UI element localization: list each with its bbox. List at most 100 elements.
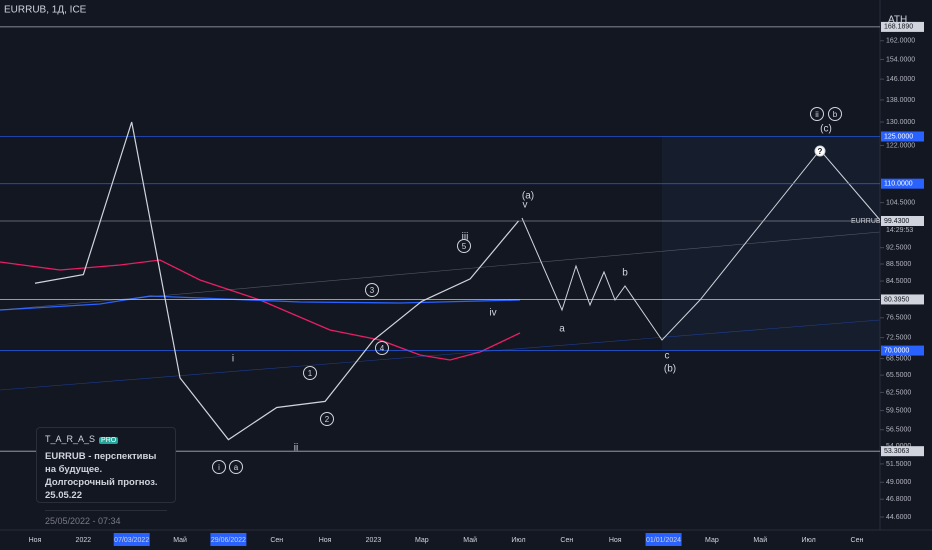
wave-label: 3: [370, 286, 375, 295]
idea-date: 25/05/2022 - 07:34: [45, 510, 167, 526]
wave-label: 1: [308, 369, 313, 378]
x-tick-highlight: [210, 533, 247, 546]
x-tick-label: Мар: [415, 537, 429, 544]
wave-label: c: [665, 351, 670, 362]
wave-circle: [320, 412, 334, 426]
y-tick-label: 62.5000: [886, 389, 911, 396]
projection-path: [521, 149, 881, 341]
y-tick-label: 56.5000: [886, 427, 911, 434]
wave-circle: [365, 283, 379, 297]
wave-label: v: [523, 200, 528, 211]
x-tick-label: 01/01/2024: [646, 537, 681, 544]
wave-label: b: [622, 268, 628, 279]
x-tick-label: Сен: [560, 537, 573, 544]
wave-label: 4: [380, 344, 385, 353]
wave-label: iv: [489, 308, 496, 319]
level-tag: [881, 131, 924, 142]
wave-label: ii: [815, 110, 819, 119]
trend-line: [0, 319, 881, 391]
level-label: 80.3950: [884, 296, 909, 303]
trend-line: [0, 231, 881, 311]
wave-label: (a): [522, 191, 534, 202]
price-line: [34, 121, 519, 441]
symbol-title: EURRUB, 1Д, ICE: [4, 5, 87, 16]
y-tick-label: 104.5000: [886, 199, 915, 206]
ma-blue: [0, 295, 521, 311]
x-tick-label: Сен: [270, 537, 283, 544]
y-tick-label: 88.5000: [886, 261, 911, 268]
y-tick-label: 59.5000: [886, 407, 911, 414]
wave-label: i: [232, 354, 234, 365]
y-tick-label: 84.5000: [886, 278, 911, 285]
y-tick-label: 154.0000: [886, 56, 915, 63]
y-tick-label: 146.0000: [886, 76, 915, 83]
wave-label: b: [833, 110, 838, 119]
idea-title: EURRUB - перспективы на будущее. Долгоср…: [45, 451, 158, 501]
author-name: T_A_R_A_S: [45, 434, 96, 444]
x-tick-label: Май: [463, 536, 477, 544]
ath-label: ATH: [888, 15, 907, 26]
x-tick-label: 07/03/2022: [114, 537, 149, 544]
author: T_A_R_A_S PRO: [45, 434, 167, 444]
x-tick-highlight: [645, 533, 682, 546]
level-label: 53.3063: [884, 448, 909, 455]
level-label: 168.1890: [884, 24, 913, 31]
x-tick-label: Май: [173, 536, 187, 544]
wave-label: a: [559, 324, 565, 335]
level-label: 125.0000: [884, 133, 913, 140]
wave-label: a: [234, 463, 239, 472]
wave-label: i: [218, 463, 220, 472]
x-tick-label: Ноя: [29, 537, 42, 544]
wave-label: 2: [325, 415, 330, 424]
x-tick-label: 2022: [76, 537, 92, 544]
wave-circle: [212, 460, 226, 474]
wave-circle: [457, 239, 471, 253]
level-tag: [881, 345, 924, 356]
target-zone: [662, 136, 880, 351]
wave-circle: [828, 107, 842, 121]
level-label: 110.0000: [884, 181, 913, 188]
wave-circle: [303, 366, 317, 380]
y-tick-label: 162.0000: [886, 38, 915, 45]
idea-card[interactable]: T_A_R_A_S PRO EURRUB - перспективы на буд…: [36, 427, 176, 526]
wave-label: 5: [462, 242, 467, 251]
y-tick-label: 92.5000: [886, 245, 911, 252]
x-tick-label: Июл: [511, 537, 525, 544]
y-tick-label: 44.6000: [886, 514, 911, 521]
y-tick-label: 65.5000: [886, 372, 911, 379]
y-tick-label: 138.0000: [886, 97, 915, 104]
x-tick-label: Июл: [801, 537, 815, 544]
wave-label: ii: [294, 443, 298, 454]
level-tag: [881, 294, 924, 305]
y-tick-label: 49.0000: [886, 479, 911, 486]
wave-label: ?: [818, 147, 823, 156]
wave-label: iii: [462, 232, 469, 243]
wave-circle: [814, 145, 826, 157]
y-tick-label: 76.5000: [886, 315, 911, 322]
y-tick-label: 51.5000: [886, 461, 911, 468]
x-tick-label: Ноя: [609, 537, 622, 544]
x-tick-highlight: [113, 533, 150, 546]
y-tick-label: 130.0000: [886, 119, 915, 126]
x-tick-label: Сен: [851, 537, 864, 544]
wave-label: (c): [820, 124, 832, 135]
level-tag: [881, 178, 924, 189]
wave-circle: [810, 107, 824, 121]
x-tick-label: Ноя: [319, 537, 332, 544]
y-tick-label: 68.5000: [886, 355, 911, 362]
ma-red: [0, 259, 521, 361]
x-tick-label: Мар: [705, 537, 719, 544]
level-label: 70.0000: [884, 347, 909, 354]
level-tag: [881, 215, 924, 226]
x-tick-label: Май: [753, 536, 767, 544]
pro-badge: PRO: [99, 437, 119, 444]
x-tick-label: 29/06/2022: [211, 537, 246, 544]
y-tick-label: 72.5000: [886, 334, 911, 341]
wave-label: (b): [664, 364, 676, 375]
wave-circle: [375, 341, 389, 355]
level-tag: [881, 21, 924, 32]
countdown: 14:29:53: [886, 227, 913, 234]
y-tick-label: 46.8000: [886, 496, 911, 503]
y-tick-label: 122.0000: [886, 142, 915, 149]
